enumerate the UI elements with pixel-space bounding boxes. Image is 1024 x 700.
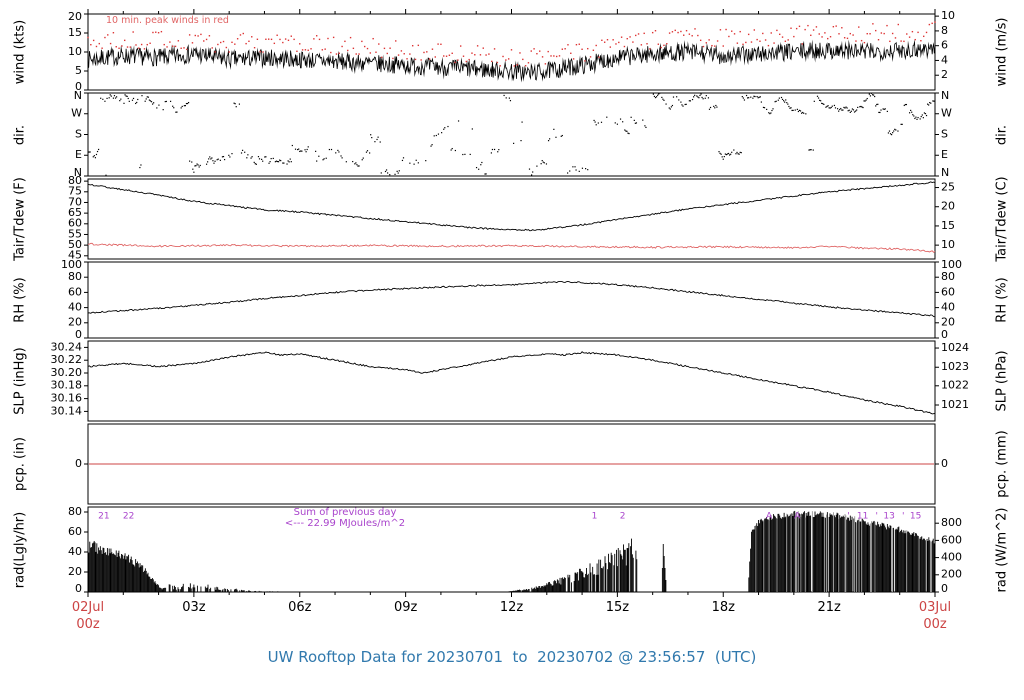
meteogram-canvas — [0, 0, 1024, 640]
figure-caption: UW Rooftop Data for 20230701 to 20230702… — [267, 648, 757, 666]
